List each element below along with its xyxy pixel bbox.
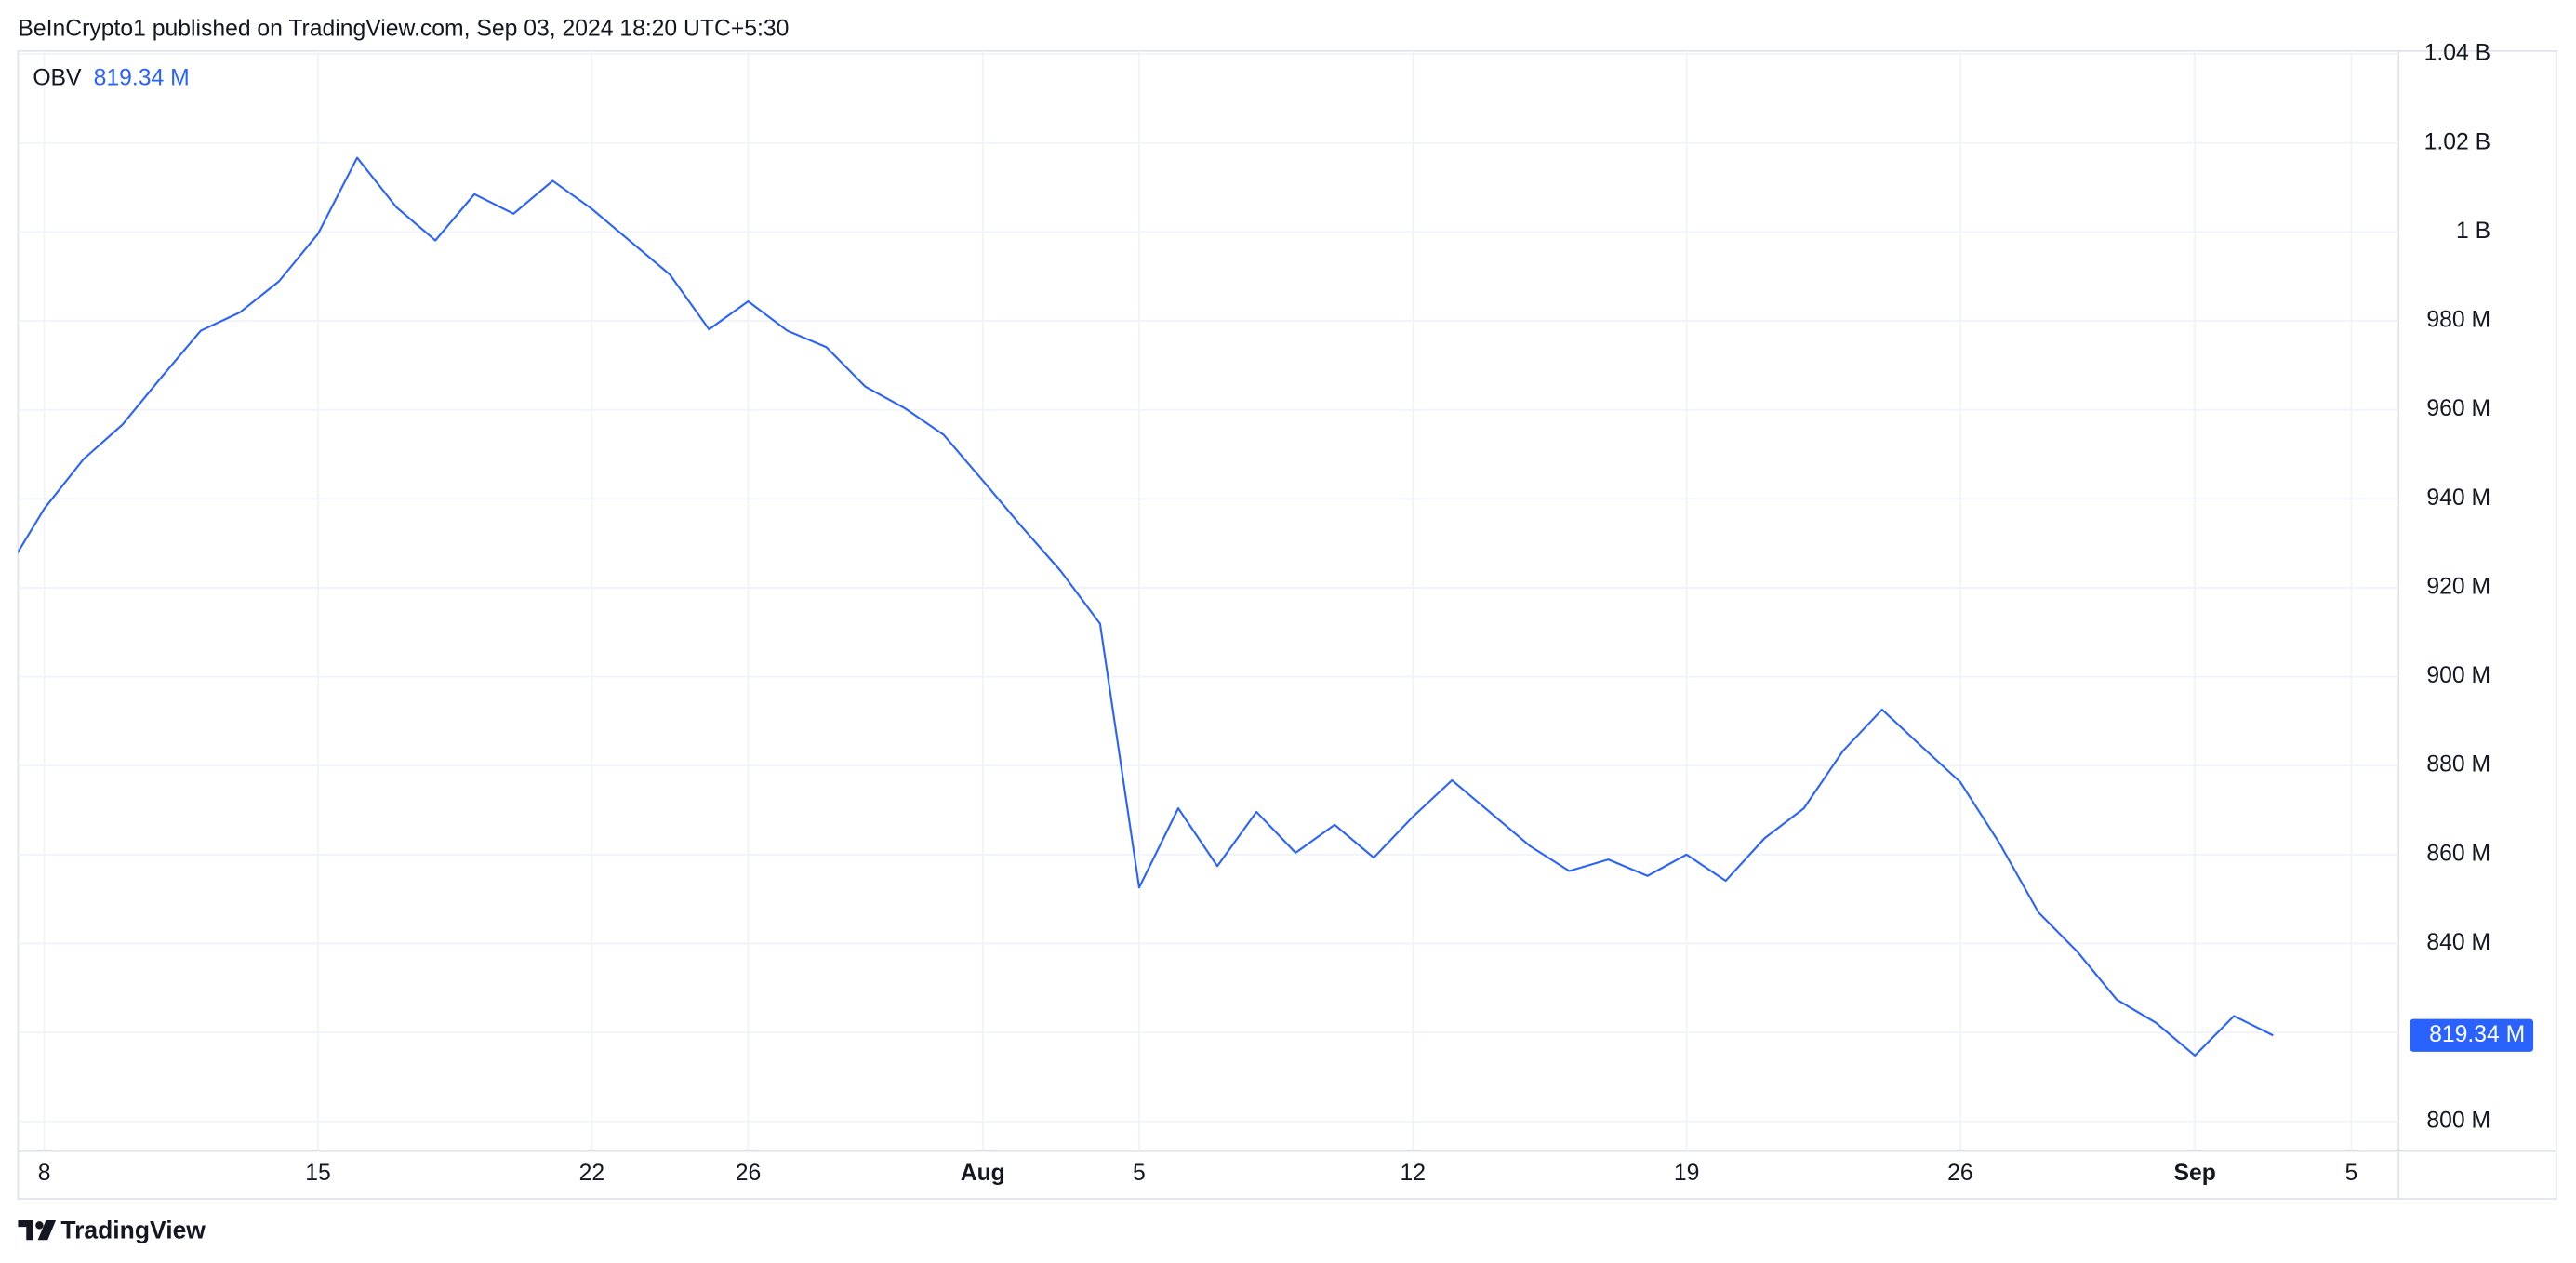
last-value-label: 819.34 M	[2429, 1022, 2525, 1047]
y-tick-label: 900 M	[2426, 663, 2490, 688]
x-tick-label: 5	[2344, 1161, 2357, 1186]
x-tick-label: 5	[1133, 1161, 1146, 1186]
x-tick-label: 26	[1947, 1161, 1973, 1186]
y-tick-label: 920 M	[2426, 574, 2490, 599]
y-tick-label: 980 M	[2426, 308, 2490, 333]
x-tick-label: 19	[1674, 1161, 1700, 1186]
chart-frame	[17, 49, 2557, 1200]
x-tick-label: 8	[38, 1161, 51, 1186]
tradingview-logo	[18, 1220, 57, 1241]
plot-area	[18, 156, 2274, 1057]
footer-brand: TradingView	[60, 1216, 206, 1243]
y-tick-label: 1.02 B	[2424, 129, 2490, 154]
y-tick-label: 800 M	[2426, 1108, 2490, 1133]
y-tick-label: 1.04 B	[2424, 41, 2490, 66]
y-tick-label: 940 M	[2426, 485, 2490, 511]
x-tick-label: 26	[736, 1161, 762, 1186]
data-line	[18, 156, 2274, 1057]
x-tick-label: 12	[1401, 1161, 1427, 1186]
y-tick-label: 840 M	[2426, 930, 2490, 955]
grid	[18, 50, 2399, 1151]
legend-value: 819.34 M	[94, 65, 190, 90]
publish-header: BeInCrypto1 published on TradingView.com…	[18, 16, 789, 41]
y-tick-label: 960 M	[2426, 396, 2490, 421]
x-tick-label: 22	[579, 1161, 605, 1186]
y-tick-label: 860 M	[2426, 841, 2490, 866]
legend-name: OBV	[33, 65, 82, 90]
x-tick-label: Sep	[2173, 1161, 2215, 1186]
x-tick-label: 15	[305, 1161, 331, 1186]
last-value-tag	[2410, 1018, 2534, 1052]
y-tick-label: 880 M	[2426, 752, 2490, 778]
y-tick-label: 1 B	[2456, 219, 2490, 244]
x-tick-label: Aug	[961, 1161, 1005, 1186]
